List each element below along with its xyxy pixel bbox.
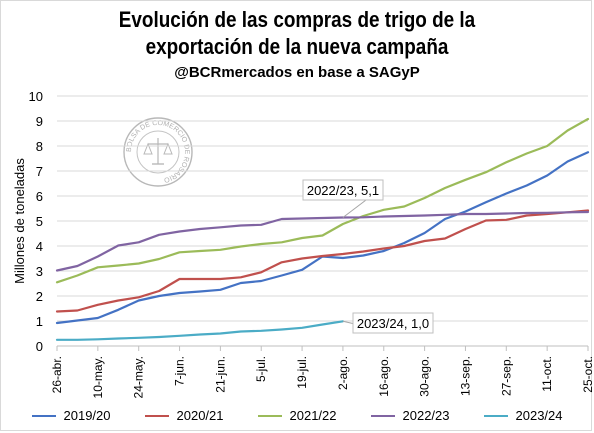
annotation-box (302, 179, 384, 201)
x-tick-label: 13-sep. (458, 356, 472, 396)
y-tick-label: 1 (36, 314, 43, 329)
annotations: 2022/23, 5,1 2023/24, 1,0 (302, 179, 434, 334)
axes: 0 1 2 3 4 5 6 7 8 9 10 26-abr. 10-may. 24-may. 7-jun. 2… (29, 89, 594, 398)
x-tick-label: 11-oct. (540, 356, 554, 392)
x-tick-label: 21-jun. (213, 356, 227, 393)
legend-item: 2022/23 (370, 408, 450, 423)
annotation-box (352, 312, 434, 334)
x-tick-label: 2-ago. (336, 356, 350, 390)
y-tick-label: 6 (36, 189, 43, 204)
bcr-seal-logo: BOLSA DE COMERCIO DE ROSARIO (123, 117, 193, 187)
x-tick-label: 30-ago. (418, 356, 432, 397)
chart-legend: 2019/20 2020/21 2021/22 2022/23 2023/24 (0, 408, 594, 423)
y-tick-label: 2 (36, 289, 43, 304)
legend-label: 2023/24 (515, 408, 563, 423)
legend-item: 2023/24 (483, 408, 563, 423)
x-tick-label: 19-jul. (295, 356, 309, 389)
y-tick-label: 3 (36, 264, 43, 279)
x-tick-label: 7-jun. (173, 356, 187, 386)
legend-item: 2021/22 (257, 408, 337, 423)
x-tick-label: 27-sep. (499, 356, 513, 396)
legend-label: 2021/22 (289, 408, 337, 423)
title-line-1: Evolución de las compras de trigo de la (118, 7, 476, 32)
x-tick-label: 16-ago. (377, 356, 391, 397)
legend-label: 2020/21 (176, 408, 224, 423)
series-lines (55, 117, 590, 341)
series-line-2021-22 (55, 117, 590, 284)
legend-swatch (370, 414, 395, 417)
title-line-2: exportación de la nueva campaña (145, 34, 449, 59)
series-line-2020-21 (55, 209, 590, 313)
legend-label: 2022/23 (402, 408, 450, 423)
y-tick-label: 0 (36, 339, 43, 354)
y-tick-label: 7 (36, 164, 43, 179)
y-tick-label: 9 (36, 114, 43, 129)
y-tick-label: 8 (36, 139, 43, 154)
legend-swatch (483, 414, 508, 417)
legend-item: 2019/20 (31, 408, 111, 423)
x-tick-label: 5-jul. (254, 356, 268, 382)
x-tick-label: 26-abr. (50, 356, 64, 393)
annotation-2022-23: 2022/23, 5,1 (307, 183, 379, 198)
gridlines (57, 95, 588, 347)
y-tick-label: 4 (36, 239, 43, 254)
legend-label: 2019/20 (63, 408, 111, 423)
x-tick-label: 10-may. (91, 356, 105, 398)
chart-title: Evolución de las compras de trigo de la … (42, 6, 553, 60)
annotation-2023-24: 2023/24, 1,0 (357, 316, 429, 331)
legend-item: 2020/21 (144, 408, 224, 423)
legend-swatch (144, 414, 169, 417)
x-tick-label: 25-oct. (581, 356, 594, 393)
y-tick-label: 5 (36, 214, 43, 229)
legend-swatch (31, 414, 56, 417)
y-tick-label: 10 (29, 89, 43, 104)
x-tick-label: 24-may. (132, 356, 146, 398)
series-line-2023-24 (55, 320, 344, 341)
series-line-2022-23 (55, 210, 590, 272)
y-axis-label: Millones de toneladas (12, 158, 27, 284)
legend-swatch (257, 414, 282, 417)
chart-subtitle: @BCRmercados en base a SAGyP (174, 64, 420, 81)
